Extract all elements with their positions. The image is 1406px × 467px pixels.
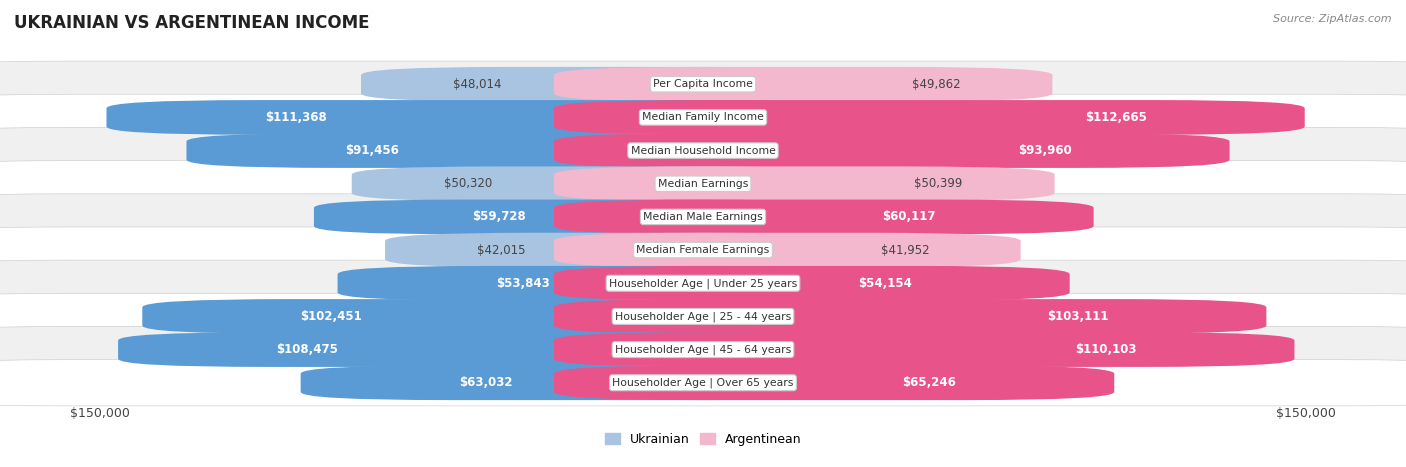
FancyBboxPatch shape (0, 360, 1406, 406)
FancyBboxPatch shape (0, 293, 1406, 340)
Text: Median Household Income: Median Household Income (630, 146, 776, 156)
FancyBboxPatch shape (352, 166, 852, 201)
Text: $110,103: $110,103 (1074, 343, 1136, 356)
Text: Median Earnings: Median Earnings (658, 179, 748, 189)
FancyBboxPatch shape (107, 100, 852, 135)
FancyBboxPatch shape (554, 199, 1094, 234)
FancyBboxPatch shape (554, 366, 1114, 400)
Text: $103,111: $103,111 (1046, 310, 1108, 323)
FancyBboxPatch shape (554, 100, 1305, 135)
FancyBboxPatch shape (554, 332, 1295, 367)
Text: $108,475: $108,475 (277, 343, 339, 356)
Text: $60,117: $60,117 (882, 211, 935, 223)
FancyBboxPatch shape (337, 266, 852, 301)
FancyBboxPatch shape (554, 133, 1230, 168)
Text: $63,032: $63,032 (458, 376, 512, 389)
FancyBboxPatch shape (385, 233, 852, 268)
Text: $111,368: $111,368 (264, 111, 326, 124)
FancyBboxPatch shape (554, 67, 1053, 101)
Text: $42,015: $42,015 (477, 244, 526, 256)
Text: Householder Age | 45 - 64 years: Householder Age | 45 - 64 years (614, 344, 792, 355)
Text: $53,843: $53,843 (496, 277, 550, 290)
FancyBboxPatch shape (118, 332, 852, 367)
FancyBboxPatch shape (0, 227, 1406, 273)
Text: Median Male Earnings: Median Male Earnings (643, 212, 763, 222)
Text: $41,952: $41,952 (880, 244, 929, 256)
FancyBboxPatch shape (301, 366, 852, 400)
Text: $102,451: $102,451 (301, 310, 363, 323)
Text: $150,000: $150,000 (1275, 407, 1336, 420)
Text: Median Female Earnings: Median Female Earnings (637, 245, 769, 255)
FancyBboxPatch shape (0, 94, 1406, 141)
FancyBboxPatch shape (554, 299, 1267, 334)
Text: Median Family Income: Median Family Income (643, 113, 763, 122)
Text: $112,665: $112,665 (1084, 111, 1146, 124)
FancyBboxPatch shape (554, 266, 1070, 301)
Text: $50,320: $50,320 (443, 177, 492, 190)
Legend: Ukrainian, Argentinean: Ukrainian, Argentinean (600, 428, 806, 451)
FancyBboxPatch shape (314, 199, 852, 234)
FancyBboxPatch shape (187, 133, 852, 168)
FancyBboxPatch shape (0, 61, 1406, 107)
Text: $48,014: $48,014 (453, 78, 501, 91)
FancyBboxPatch shape (0, 161, 1406, 207)
FancyBboxPatch shape (0, 194, 1406, 240)
Text: $65,246: $65,246 (903, 376, 956, 389)
Text: Per Capita Income: Per Capita Income (652, 79, 754, 89)
FancyBboxPatch shape (142, 299, 852, 334)
FancyBboxPatch shape (0, 326, 1406, 373)
Text: $91,456: $91,456 (344, 144, 398, 157)
FancyBboxPatch shape (0, 260, 1406, 306)
Text: Householder Age | Under 25 years: Householder Age | Under 25 years (609, 278, 797, 289)
Text: $50,399: $50,399 (914, 177, 963, 190)
Text: $49,862: $49,862 (912, 78, 960, 91)
Text: $54,154: $54,154 (858, 277, 911, 290)
Text: $150,000: $150,000 (70, 407, 131, 420)
Text: Householder Age | Over 65 years: Householder Age | Over 65 years (612, 377, 794, 388)
FancyBboxPatch shape (554, 233, 1021, 268)
Text: Householder Age | 25 - 44 years: Householder Age | 25 - 44 years (614, 311, 792, 322)
Text: $93,960: $93,960 (1018, 144, 1071, 157)
FancyBboxPatch shape (361, 67, 852, 101)
Text: UKRAINIAN VS ARGENTINEAN INCOME: UKRAINIAN VS ARGENTINEAN INCOME (14, 14, 370, 32)
Text: $59,728: $59,728 (472, 211, 526, 223)
Text: Source: ZipAtlas.com: Source: ZipAtlas.com (1274, 14, 1392, 24)
FancyBboxPatch shape (554, 166, 1054, 201)
FancyBboxPatch shape (0, 127, 1406, 174)
